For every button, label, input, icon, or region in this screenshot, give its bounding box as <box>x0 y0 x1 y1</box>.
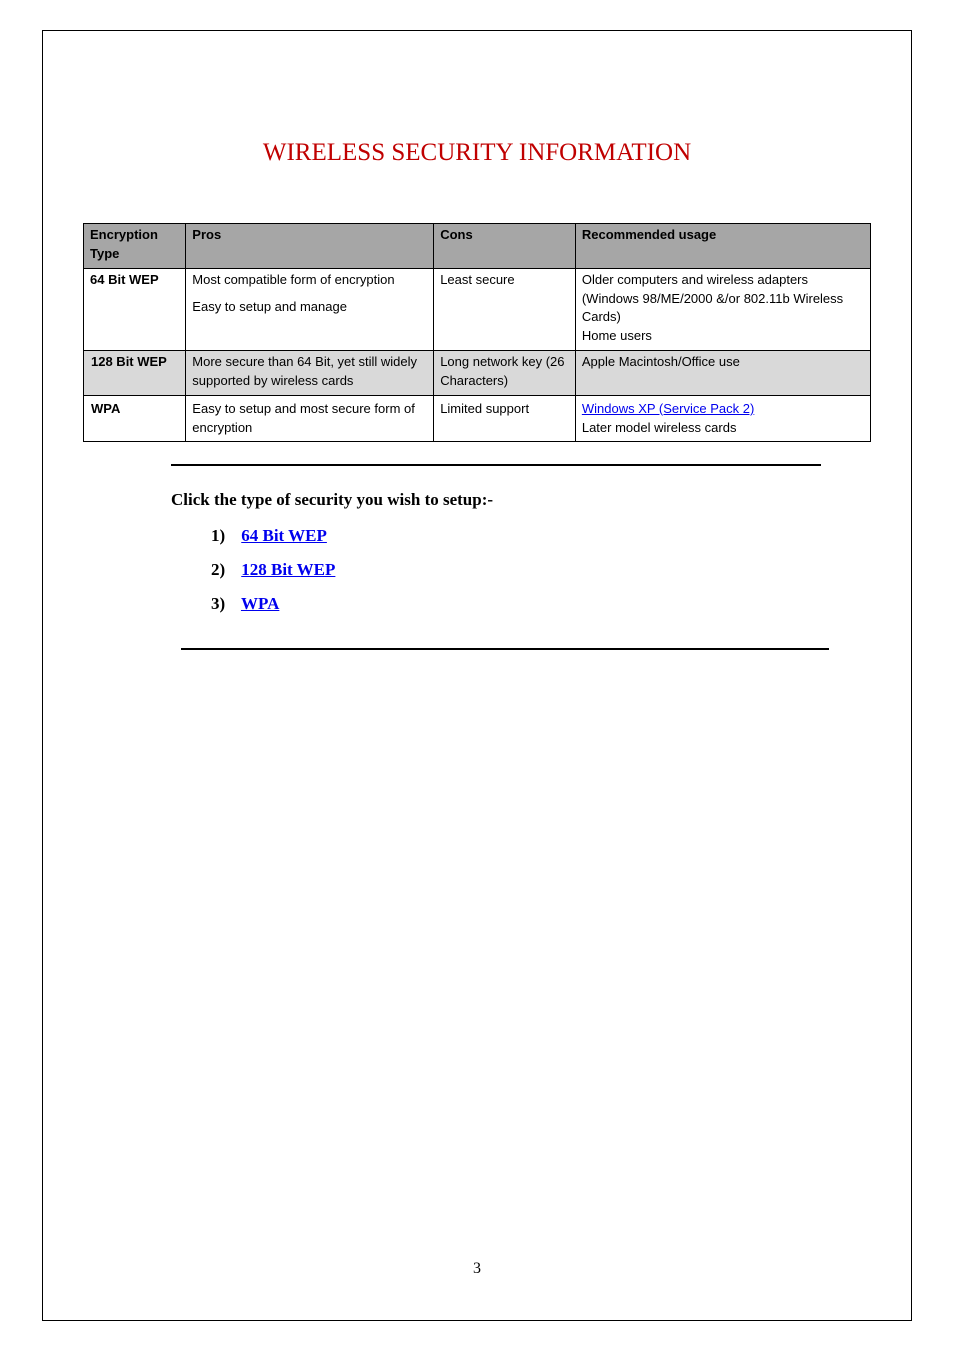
list-num: 1) <box>211 526 237 546</box>
th-pros: Pros <box>186 224 434 269</box>
divider-bottom <box>181 648 829 650</box>
rec-line: Older computers and wireless adapters (W… <box>582 271 864 328</box>
name-text: 64 Bit WEP <box>90 272 159 287</box>
th-encryption-type: Encryption Type <box>84 224 186 269</box>
page-number: 3 <box>43 1260 911 1278</box>
rec-line: Later model wireless cards <box>582 419 864 438</box>
th-recommended: Recommended usage <box>575 224 870 269</box>
cell-cons: Least secure <box>434 268 576 350</box>
cell-name: 128 Bit WEP <box>84 351 186 396</box>
cell-rec: Older computers and wireless adapters (W… <box>575 268 870 350</box>
page-border: WIRELESS SECURITY INFORMATION Encryption… <box>42 30 912 1321</box>
pros-line: Most compatible form of encryption <box>192 271 427 290</box>
list-item: 1) 64 Bit WEP <box>211 526 871 546</box>
list-item: 3) WPA <box>211 594 871 614</box>
table-row: WPA Easy to setup and most secure form o… <box>84 395 871 442</box>
rec-link-xp[interactable]: Windows XP (Service Pack 2) <box>582 401 754 416</box>
list-num: 2) <box>211 560 237 580</box>
name-text: WPA <box>91 401 120 416</box>
cell-name: 64 Bit WEP <box>84 268 186 350</box>
cell-cons: Long network key (26 Characters) <box>434 351 576 396</box>
cell-pros: More secure than 64 Bit, yet still widel… <box>186 351 434 396</box>
page: WIRELESS SECURITY INFORMATION Encryption… <box>0 0 954 1351</box>
list-item: 2) 128 Bit WEP <box>211 560 871 580</box>
encryption-table: Encryption Type Pros Cons Recommended us… <box>83 223 871 442</box>
divider-top <box>171 464 821 466</box>
link-64bit-wep[interactable]: 64 Bit WEP <box>241 526 327 545</box>
page-title: WIRELESS SECURITY INFORMATION <box>83 139 871 167</box>
table-header-row: Encryption Type Pros Cons Recommended us… <box>84 224 871 269</box>
list-num: 3) <box>211 594 237 614</box>
cell-rec: Apple Macintosh/Office use <box>575 351 870 396</box>
th-cons: Cons <box>434 224 576 269</box>
cell-pros: Most compatible form of encryption Easy … <box>186 268 434 350</box>
pros-line: Easy to setup and manage <box>192 298 427 317</box>
cell-rec: Windows XP (Service Pack 2) Later model … <box>575 395 870 442</box>
instruction-text: Click the type of security you wish to s… <box>171 490 871 510</box>
table-row: 128 Bit WEP More secure than 64 Bit, yet… <box>84 351 871 396</box>
table-row: 64 Bit WEP Most compatible form of encry… <box>84 268 871 350</box>
cell-pros: Easy to setup and most secure form of en… <box>186 395 434 442</box>
security-link-list: 1) 64 Bit WEP 2) 128 Bit WEP 3) WPA <box>211 526 871 614</box>
link-wpa[interactable]: WPA <box>241 594 279 613</box>
rec-line: Home users <box>582 327 864 346</box>
cell-name: WPA <box>84 395 186 442</box>
name-text: 128 Bit WEP <box>91 354 167 369</box>
link-128bit-wep[interactable]: 128 Bit WEP <box>241 560 335 579</box>
content-area: WIRELESS SECURITY INFORMATION Encryption… <box>43 31 911 650</box>
spacer <box>192 290 427 298</box>
cell-cons: Limited support <box>434 395 576 442</box>
